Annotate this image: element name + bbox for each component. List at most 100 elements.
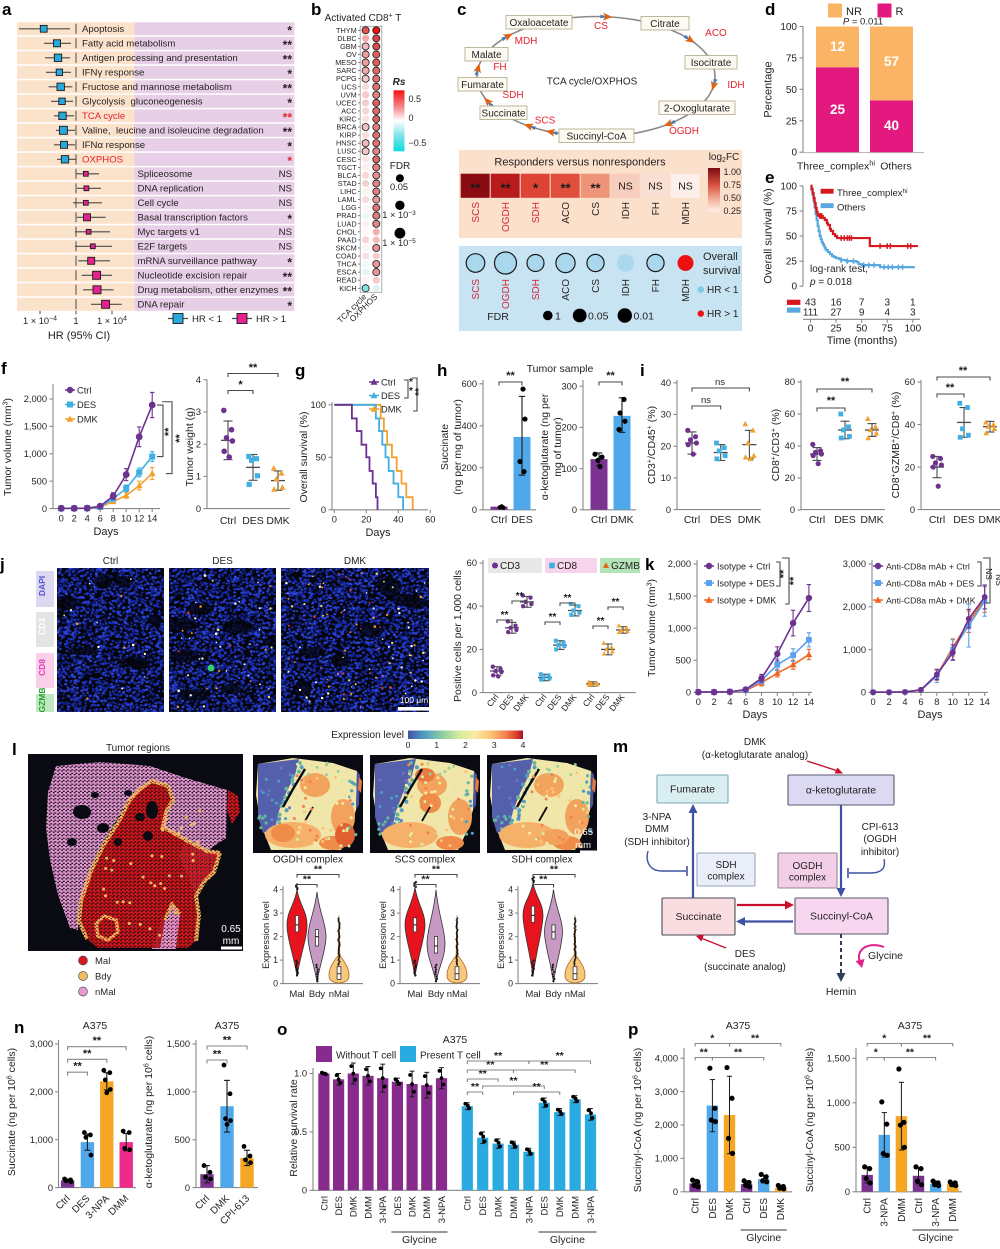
svg-text:Ctrl: Ctrl	[220, 515, 236, 527]
svg-text:**: **	[533, 1081, 542, 1093]
svg-text:60: 60	[785, 409, 795, 419]
svg-text:25: 25	[831, 324, 843, 335]
svg-text:DES: DES	[759, 1198, 770, 1219]
svg-text:Isotype + DMK: Isotype + DMK	[717, 595, 776, 605]
svg-text:**: **	[506, 370, 515, 382]
svg-text:80: 80	[785, 377, 795, 387]
svg-text:1: 1	[555, 311, 561, 323]
svg-text:PRAD: PRAD	[336, 211, 356, 220]
svg-text:DMK: DMK	[408, 1195, 419, 1217]
svg-text:Glycine: Glycine	[868, 950, 903, 962]
svg-text:500: 500	[834, 1143, 850, 1153]
svg-text:DMK: DMK	[978, 514, 1000, 526]
svg-text:1 × 10−4: 1 × 10−4	[23, 315, 57, 326]
svg-text:0.5: 0.5	[409, 94, 422, 104]
svg-text:mRNA surveillance pathway: mRNA surveillance pathway	[138, 256, 258, 267]
svg-text:**: **	[470, 180, 481, 195]
svg-text:DES: DES	[393, 1196, 404, 1216]
svg-text:**: **	[93, 1035, 102, 1047]
svg-text:c: c	[457, 0, 466, 19]
svg-text:25: 25	[786, 257, 798, 268]
svg-text:DNA replication: DNA replication	[138, 184, 204, 195]
svg-text:**: **	[751, 1033, 760, 1045]
svg-text:1,000: 1,000	[827, 1098, 850, 1108]
svg-text:nMal: nMal	[447, 989, 468, 1000]
svg-text:Days: Days	[917, 709, 943, 721]
svg-text:DES: DES	[710, 514, 732, 526]
svg-text:3: 3	[273, 908, 278, 918]
svg-text:(succinate analog): (succinate analog)	[704, 962, 786, 973]
svg-text:ACO: ACO	[561, 279, 572, 301]
svg-text:1: 1	[273, 955, 278, 965]
svg-text:20: 20	[361, 515, 371, 525]
svg-text:2: 2	[273, 932, 278, 942]
svg-text:THYM: THYM	[336, 26, 357, 35]
svg-text:IFNγ response: IFNγ response	[82, 68, 144, 79]
svg-text:IFNα response: IFNα response	[82, 140, 145, 151]
svg-text:Days: Days	[93, 526, 119, 538]
svg-text:Expression level: Expression level	[378, 901, 388, 969]
svg-text:KICH: KICH	[339, 284, 356, 293]
svg-text:Fatty acid metabolism: Fatty acid metabolism	[82, 39, 175, 50]
svg-text:30: 30	[661, 410, 671, 420]
svg-text:ACC: ACC	[341, 106, 356, 115]
svg-text:20: 20	[467, 645, 477, 655]
svg-text:SCS complex: SCS complex	[395, 855, 456, 866]
svg-text:OGDH: OGDH	[669, 126, 699, 137]
svg-text:LAML: LAML	[338, 195, 357, 204]
svg-text:300: 300	[561, 381, 577, 391]
svg-text:Fumarate: Fumarate	[461, 80, 504, 91]
svg-text:Ctrl: Ctrl	[103, 556, 119, 567]
svg-text:**: **	[223, 1035, 232, 1047]
svg-text:*: *	[287, 140, 292, 154]
svg-text:0: 0	[185, 1183, 190, 1193]
svg-text:CESC: CESC	[336, 155, 356, 164]
svg-text:1,000: 1,000	[668, 623, 691, 633]
svg-text:PAAD: PAAD	[337, 235, 356, 244]
svg-text:20: 20	[661, 441, 671, 451]
svg-text:g: g	[295, 361, 305, 380]
svg-text:**: **	[734, 1047, 743, 1059]
svg-text:75: 75	[786, 53, 798, 64]
svg-text:Ctrl: Ctrl	[742, 1198, 753, 1214]
svg-text:FDR: FDR	[390, 161, 411, 172]
svg-text:DMK: DMK	[559, 692, 579, 713]
svg-text:DMM: DMM	[363, 1196, 374, 1219]
svg-text:4: 4	[85, 514, 90, 524]
svg-text:3-NPA: 3-NPA	[524, 1195, 535, 1223]
svg-text:*: *	[710, 1033, 715, 1045]
svg-text:20: 20	[905, 462, 915, 472]
svg-text:NS: NS	[279, 169, 292, 180]
svg-text:CD8+/CD3+ (%): CD8+/CD3+ (%)	[770, 409, 782, 481]
svg-text:**: **	[606, 370, 615, 382]
svg-text:**: **	[959, 365, 968, 377]
svg-text:0: 0	[791, 282, 797, 293]
svg-text:1,000: 1,000	[655, 1154, 678, 1164]
svg-text:3-NPA: 3-NPA	[586, 1195, 597, 1223]
svg-text:0: 0	[321, 505, 326, 515]
svg-text:57: 57	[884, 54, 899, 69]
svg-text:12: 12	[788, 697, 798, 707]
svg-text:p = 0.018: p = 0.018	[809, 277, 852, 288]
svg-text:Bdy: Bdy	[95, 972, 112, 983]
svg-text:0: 0	[673, 1187, 678, 1197]
svg-text:2,000: 2,000	[24, 394, 47, 404]
svg-text:SDH: SDH	[502, 90, 523, 101]
svg-text:DES: DES	[478, 1196, 489, 1216]
svg-text:KIRP: KIRP	[340, 131, 357, 140]
svg-text:NS: NS	[678, 181, 693, 193]
svg-text:complex: complex	[789, 873, 826, 884]
svg-text:A375: A375	[215, 1020, 240, 1032]
svg-text:75: 75	[882, 324, 894, 335]
svg-text:DES: DES	[212, 556, 233, 567]
svg-text:*: *	[287, 154, 292, 168]
svg-text:LGG: LGG	[341, 203, 357, 212]
svg-text:P = 0.011: P = 0.011	[843, 17, 883, 28]
svg-text:0: 0	[302, 1186, 307, 1196]
svg-text:14: 14	[147, 514, 157, 524]
svg-text:THCA: THCA	[337, 260, 357, 269]
svg-text:TGCT: TGCT	[337, 163, 357, 172]
svg-text:Ctrl: Ctrl	[863, 1198, 874, 1214]
svg-text:Tumor weight (g): Tumor weight (g)	[184, 408, 196, 487]
svg-text:**: **	[283, 38, 293, 52]
